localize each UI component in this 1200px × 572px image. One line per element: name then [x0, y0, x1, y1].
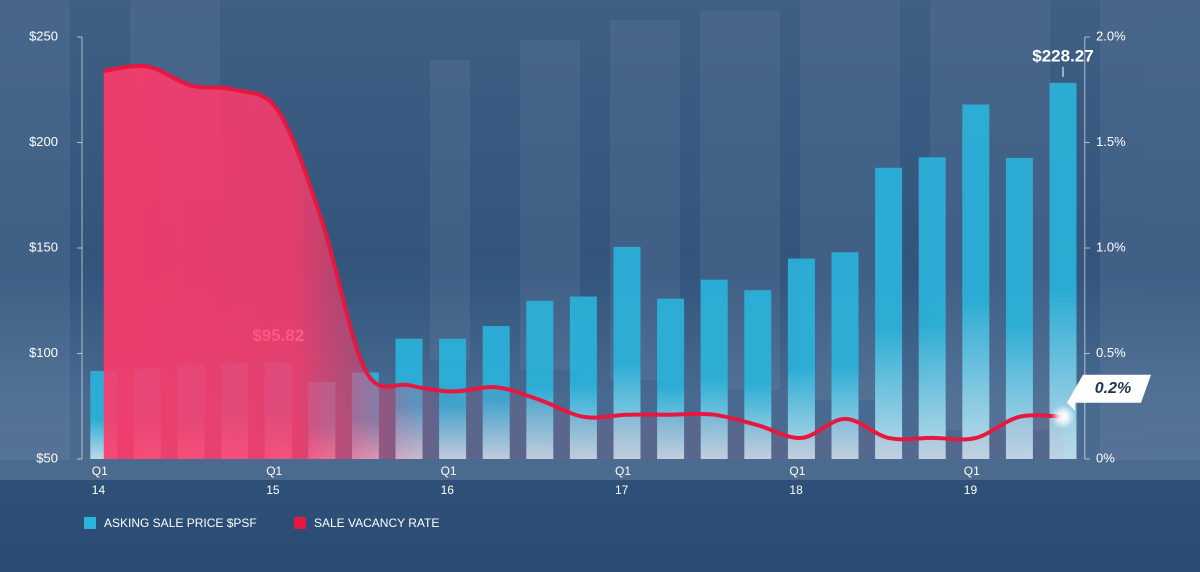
x-tick-label: Q1 17: [615, 464, 632, 497]
y2-tick-label: 0.5%: [1096, 345, 1126, 360]
bar: [1005, 157, 1033, 459]
x-tick-label: Q1 16: [440, 464, 457, 497]
x-tick-label: Q1 19: [963, 464, 980, 497]
y2-tick-label: 1.5%: [1096, 134, 1126, 149]
bar: [962, 104, 990, 460]
y-tick-label: $150: [29, 239, 58, 254]
x-tick-label: Q1 18: [789, 464, 806, 497]
bar: [787, 258, 815, 459]
legend-item: SALE VACANCY RATE: [294, 516, 439, 530]
y2-tick-label: 1.0%: [1096, 239, 1126, 254]
line: [103, 63, 1064, 442]
y-tick-label: $250: [29, 28, 58, 43]
y-tick-label: $50: [36, 450, 58, 465]
legend-swatch: [84, 517, 96, 529]
data-label: $228.27: [1032, 46, 1093, 65]
data-label: 0.2%: [1095, 380, 1131, 397]
legend-label: SALE VACANCY RATE: [314, 516, 440, 530]
y2-tick-label: 2.0%: [1096, 28, 1126, 43]
x-tick-label: Q1 15: [266, 464, 283, 497]
glow: [1051, 404, 1075, 429]
area: [103, 65, 1064, 459]
legend-label: ASKING SALE PRICE $PSF: [104, 516, 257, 530]
bar: [918, 157, 946, 459]
y-tick-label: $200: [29, 134, 58, 149]
y2-tick-label: 0%: [1096, 450, 1115, 465]
y-tick-label: $100: [29, 345, 58, 360]
bar: [875, 167, 903, 459]
legend-item: ASKING SALE PRICE $PSF: [84, 516, 257, 530]
legend-swatch: [294, 517, 306, 529]
callout: [1067, 374, 1151, 411]
x-tick-label: Q1 14: [91, 464, 108, 497]
